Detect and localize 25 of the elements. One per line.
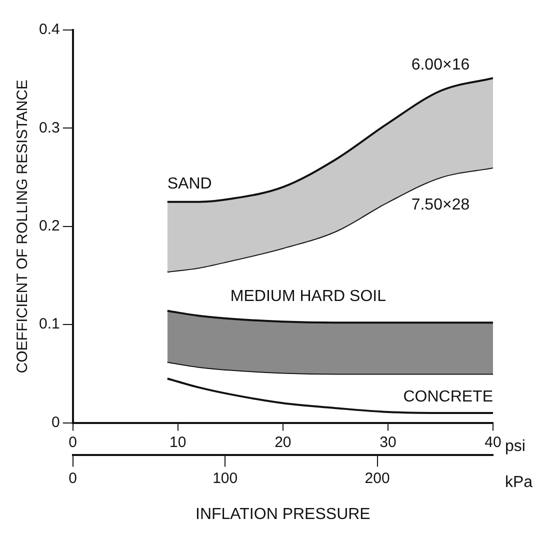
x2-tick-label: 0 [68, 470, 78, 487]
x2-tick-label: 200 [364, 470, 390, 487]
series-label: 6.00×16 [411, 56, 470, 74]
x-axis-title: INFLATION PRESSURE [196, 506, 370, 523]
text: psi [505, 438, 526, 456]
x2-axis-title: kPa [505, 474, 533, 492]
y-axis-title: COEFFICIENT OF ROLLING RESISTANCE [14, 80, 32, 374]
x-tick-label: 0 [68, 434, 78, 451]
x-tick-label: 40 [484, 434, 502, 451]
line-series [166, 166, 493, 273]
line-series [166, 360, 493, 375]
annotation: SAND [167, 175, 212, 192]
annotation: MEDIUM HARD SOIL [230, 288, 386, 306]
y-tick-label: 0.3 [38, 119, 60, 136]
y-tick-label: 0.4 [38, 21, 60, 38]
y-tick-label: 0 [52, 414, 60, 431]
x-tick-label: 30 [380, 434, 396, 451]
x2-tick-label: 100 [212, 470, 238, 487]
y-tick-label: 0.2 [38, 218, 60, 235]
series-label: 7.50×28 [411, 196, 470, 214]
x-tick-label: 10 [170, 434, 186, 451]
x-tick-label: 20 [274, 434, 292, 451]
line-series [166, 378, 493, 414]
annotation: CONCRETE [403, 388, 493, 406]
y-tick-label: 0.1 [38, 316, 60, 333]
